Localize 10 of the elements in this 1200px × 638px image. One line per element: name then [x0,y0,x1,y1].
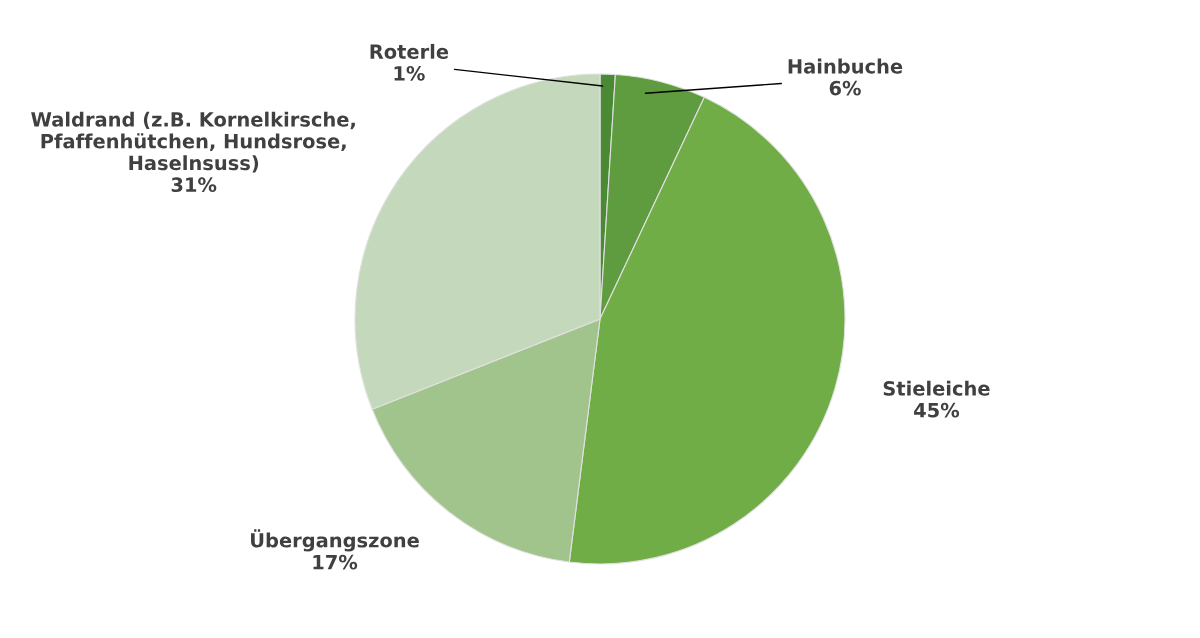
data-label: 6% [829,80,861,96]
data-label: 1% [394,66,425,81]
slice-label: Roterle [370,43,449,59]
data-label: 17% [313,554,358,570]
slice-label: Hainbuche [788,58,903,74]
data-label: 45% [914,402,960,418]
slice-label: Waldrand (z.B. Kornelkirsche, Pfaffenhütchen, Hundsrose, Haselnsuss) [31,111,355,173]
data-label: 31% [171,177,217,193]
slice-label: Stieleiche [883,380,990,396]
slice-label: Übergangszone [251,529,419,552]
